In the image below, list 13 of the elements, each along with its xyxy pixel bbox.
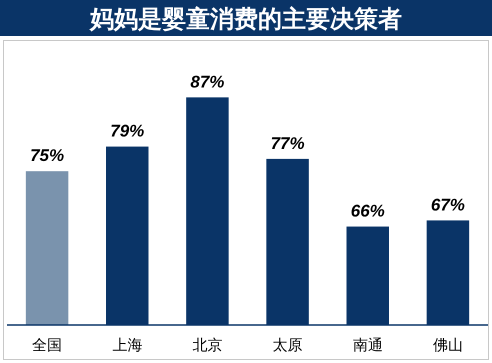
x-tick-label: 佛山 <box>432 337 463 354</box>
data-label: 66% <box>350 202 385 221</box>
data-label: 75% <box>30 146 64 166</box>
x-tick-label: 全国 <box>32 337 62 354</box>
x-tick-label: 南通 <box>352 337 383 354</box>
data-label: 77% <box>270 134 305 153</box>
data-label: 79% <box>110 122 144 141</box>
x-tick-label: 北京 <box>192 337 222 354</box>
data-label: 87% <box>190 72 224 92</box>
x-tick-label: 太原 <box>272 337 303 354</box>
x-tick-label: 上海 <box>112 337 142 354</box>
chart-title: 妈妈是婴童消费的主要决策者 <box>89 5 402 33</box>
data-label: 67% <box>430 195 465 214</box>
